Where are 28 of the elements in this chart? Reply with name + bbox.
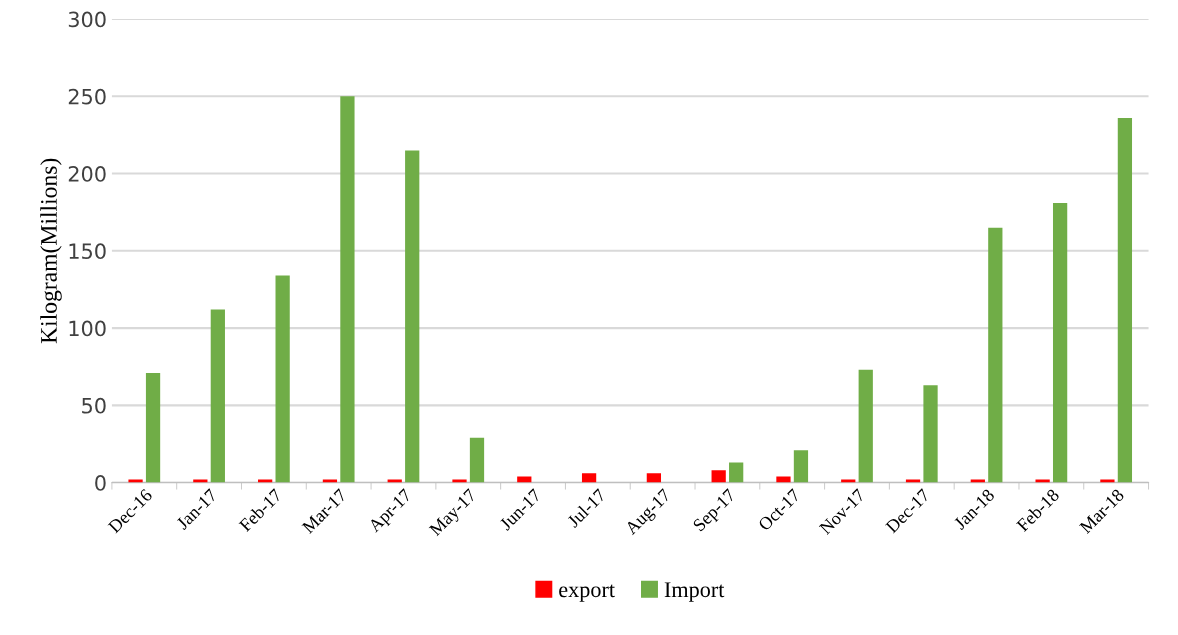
- bar: [1117, 117, 1133, 483]
- bar: [858, 369, 873, 483]
- y-axis-title: Kilogram(Millions): [40, 158, 62, 344]
- bar: [581, 473, 597, 483]
- bar: [145, 372, 161, 483]
- bar: [275, 275, 290, 483]
- y-tick-label: 50: [82, 397, 106, 414]
- bar: [340, 96, 355, 483]
- bar: [469, 437, 485, 483]
- legend-label: export: [559, 584, 615, 602]
- bar: [988, 227, 1003, 483]
- bar: [646, 473, 662, 483]
- y-tick-label: 300: [68, 11, 106, 28]
- bar: [776, 476, 791, 483]
- bar: [1052, 202, 1068, 483]
- bar: [729, 462, 744, 483]
- bar: [923, 385, 938, 483]
- bar: [517, 476, 532, 483]
- y-tick-label: 100: [69, 320, 106, 337]
- bar: [405, 150, 420, 483]
- bar: [711, 470, 726, 483]
- y-tick-label: 150: [69, 243, 106, 260]
- bar: [210, 309, 225, 483]
- y-tick-label: 0: [95, 475, 106, 491]
- y-tick-label: 200: [68, 166, 106, 182]
- bar: [793, 450, 809, 483]
- y-tick-label: 250: [68, 88, 106, 105]
- legend-label: Import: [664, 582, 725, 602]
